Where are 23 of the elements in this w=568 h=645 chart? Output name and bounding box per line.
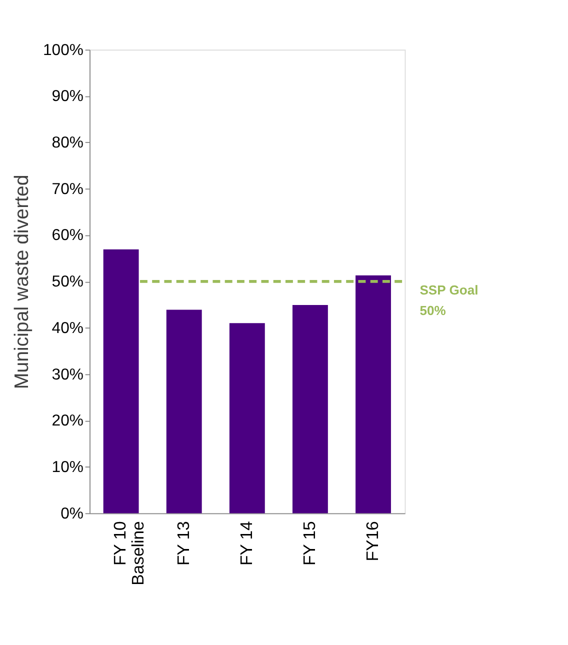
y-tick-label: 100% — [42, 42, 84, 59]
y-tick-label: 70% — [52, 180, 84, 198]
bar — [356, 275, 391, 514]
y-tick-label: 40% — [52, 320, 84, 337]
y-tick-label: 60% — [52, 227, 84, 244]
x-tick-label: FY 15 — [300, 521, 319, 566]
x-tick-label: FY16 — [362, 521, 382, 562]
bar — [166, 310, 202, 514]
y-tick-label: 20% — [52, 412, 84, 430]
y-tick-label: 90% — [52, 88, 84, 106]
bar — [292, 305, 328, 514]
bar — [103, 249, 139, 514]
y-tick-label: 0% — [60, 505, 84, 522]
x-tick-label: FY 13 — [174, 521, 193, 566]
y-tick-label: 30% — [52, 366, 84, 384]
y-tick-label: 10% — [52, 458, 84, 476]
ref-line-label: SSP Goal 50% — [420, 282, 478, 318]
y-tick-label: 50% — [52, 274, 84, 291]
bar — [229, 323, 265, 514]
x-tick-label: FY 10 Baseline — [110, 521, 148, 586]
x-tick-label: FY 14 — [236, 521, 256, 566]
y-axis-title: Municipal waste diverted — [11, 174, 33, 390]
y-tick-label: 80% — [52, 134, 84, 152]
